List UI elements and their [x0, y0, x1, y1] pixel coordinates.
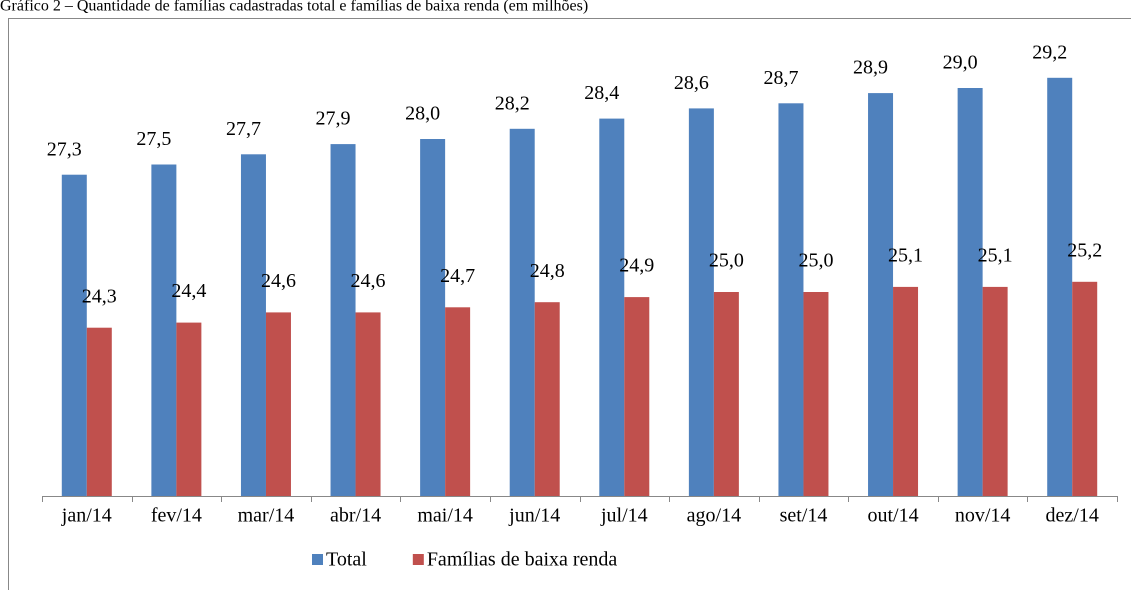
- value-label: 29,0: [943, 52, 978, 74]
- x-tick-label: jan/14: [61, 505, 112, 527]
- value-label: 24,4: [171, 280, 206, 302]
- bar: [355, 312, 381, 496]
- x-tick-label: jul/14: [600, 505, 648, 527]
- x-tick-label: abr/14: [330, 505, 381, 527]
- bar: [151, 164, 177, 496]
- value-label: 25,0: [798, 250, 833, 272]
- bar: [1047, 77, 1073, 497]
- x-tick-label: dez/14: [1046, 505, 1099, 527]
- value-label: 27,3: [47, 138, 82, 160]
- bar: [803, 292, 829, 496]
- legend-swatch: [312, 554, 323, 565]
- legend-label: Total: [326, 549, 367, 571]
- value-label: 24,6: [261, 270, 296, 292]
- bar: [265, 312, 291, 496]
- x-tick-label: mai/14: [417, 505, 473, 527]
- value-label: 25,1: [978, 244, 1013, 266]
- bar: [957, 88, 983, 496]
- bar: [176, 322, 202, 496]
- x-tick-label: ago/14: [687, 505, 741, 527]
- bar: [713, 292, 739, 496]
- bar: [893, 286, 919, 496]
- bar: [445, 307, 471, 496]
- bar: [330, 144, 356, 496]
- bar: [61, 174, 87, 496]
- bar: [982, 286, 1008, 496]
- value-label: 24,9: [619, 255, 654, 277]
- value-label: 28,9: [853, 57, 888, 79]
- value-label: 25,2: [1067, 239, 1102, 261]
- value-label: 28,7: [763, 67, 798, 89]
- value-label: 27,9: [316, 108, 351, 130]
- legend-label: Famílias de baixa renda: [427, 549, 618, 571]
- value-label: 25,1: [888, 244, 923, 266]
- bar: [86, 327, 112, 496]
- value-label: 29,2: [1032, 41, 1067, 63]
- value-label: 24,7: [440, 265, 475, 287]
- bar: [509, 128, 535, 497]
- value-label: 24,8: [530, 260, 565, 282]
- x-tick-label: nov/14: [955, 505, 1011, 527]
- value-label: 27,7: [226, 118, 261, 140]
- x-tick-label: fev/14: [151, 505, 202, 527]
- value-label: 24,6: [351, 270, 386, 292]
- chart-title: Gráfico 2 – Quantidade de famílias cadas…: [0, 0, 588, 15]
- value-label: 27,5: [136, 128, 171, 150]
- value-label: 24,3: [82, 285, 117, 307]
- bar: [240, 154, 266, 497]
- value-label: 28,4: [584, 82, 619, 104]
- value-label: 25,0: [709, 250, 744, 272]
- legend-swatch: [412, 554, 424, 565]
- chart-border: [8, 18, 1131, 590]
- bar: [688, 108, 714, 497]
- bar: [420, 139, 446, 496]
- bar: [534, 302, 560, 496]
- bar: [599, 118, 625, 496]
- bar: [778, 103, 804, 497]
- value-label: 28,6: [674, 72, 709, 94]
- value-label: 28,2: [495, 92, 530, 114]
- x-tick-label: jun/14: [508, 505, 560, 527]
- x-tick-label: out/14: [867, 505, 918, 527]
- value-label: 28,0: [405, 103, 440, 125]
- x-tick-label: set/14: [780, 505, 828, 527]
- bar: [1072, 281, 1098, 496]
- x-tick-label: mar/14: [238, 505, 295, 527]
- bar: [624, 297, 650, 496]
- bar: [868, 93, 894, 496]
